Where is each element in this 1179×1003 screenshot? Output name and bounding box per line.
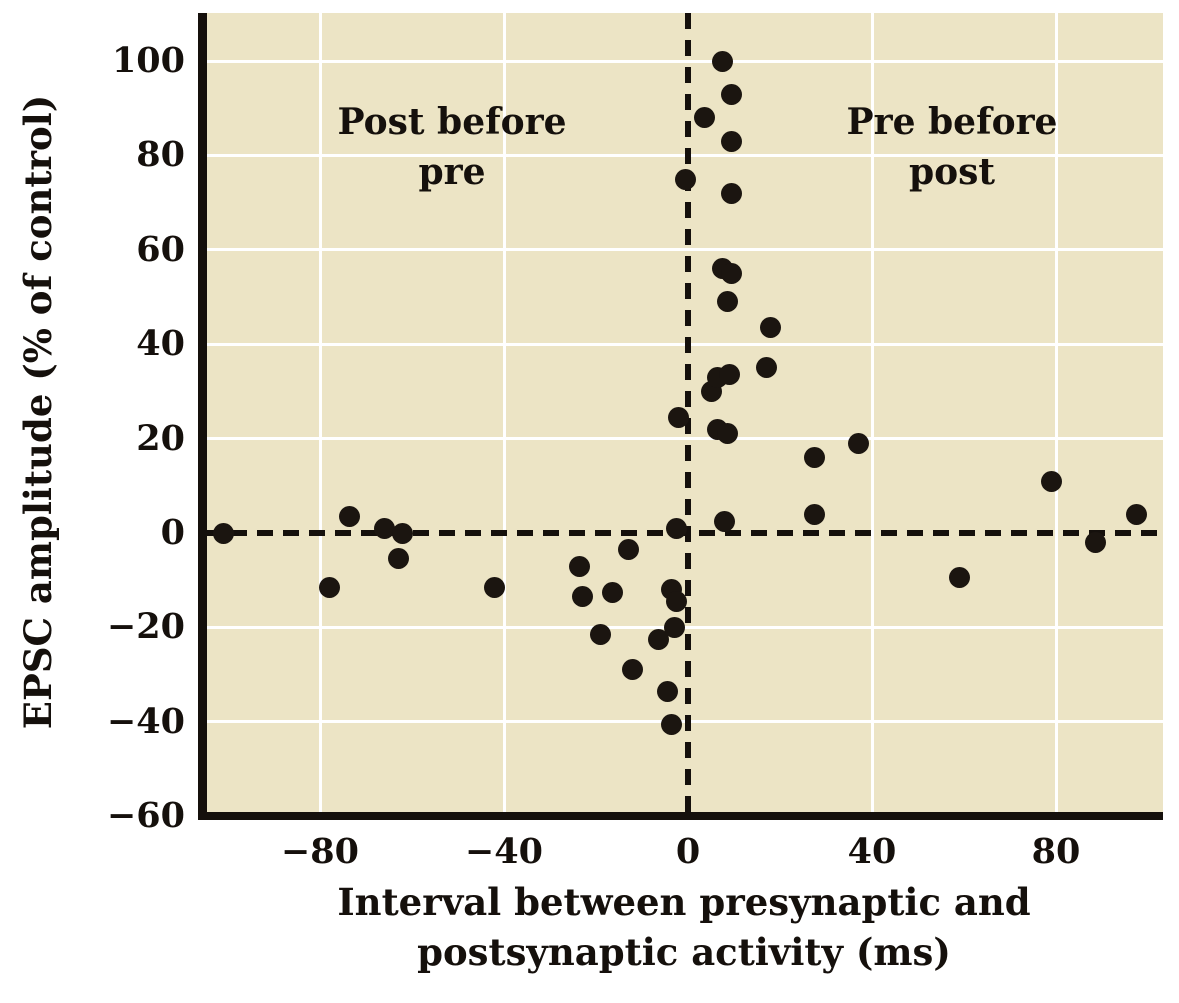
x-tick-label--40: −40	[464, 831, 544, 872]
gridline-y-80	[205, 153, 1163, 157]
x-axis-title-line: Interval between presynaptic and	[337, 880, 1031, 924]
data-point	[339, 505, 361, 527]
data-point	[721, 182, 743, 204]
gridline-y--40	[205, 720, 1163, 724]
x-tick-label-0: 0	[675, 831, 701, 872]
data-point	[760, 317, 782, 339]
x-tick-label--80: −80	[280, 831, 360, 872]
annotation-line: Pre before	[846, 101, 1058, 143]
data-point	[571, 586, 593, 608]
data-point	[212, 522, 234, 544]
y-tick-label-100: 100	[111, 40, 185, 81]
gridline-y-40	[205, 342, 1163, 346]
data-point	[392, 522, 414, 544]
y-tick-label-60: 60	[136, 228, 185, 270]
data-point	[721, 130, 743, 152]
data-point	[590, 623, 612, 645]
data-point	[668, 406, 690, 428]
data-point	[675, 168, 697, 190]
data-point	[601, 581, 623, 603]
data-point	[617, 539, 639, 561]
gridline-y-60	[205, 248, 1163, 252]
annotation-line: post	[908, 150, 996, 193]
y-axis-line	[198, 13, 207, 820]
data-point	[1084, 531, 1106, 553]
gridline-x-80	[1054, 13, 1058, 812]
data-point	[847, 432, 869, 454]
data-point	[1126, 503, 1147, 525]
data-point	[716, 423, 738, 445]
annotation-line: Post before	[337, 101, 567, 143]
x-tick-label-40: 40	[847, 831, 897, 872]
data-point	[484, 576, 506, 598]
y-tick-label-80: 80	[136, 134, 185, 176]
data-point	[693, 107, 715, 129]
y-tick-label--60: −60	[106, 795, 185, 837]
gridline-x--80	[318, 13, 322, 812]
data-point	[755, 357, 777, 379]
data-point	[948, 567, 970, 589]
gridline-y-100	[205, 59, 1163, 63]
data-point	[661, 713, 683, 735]
x-tick-label-80: 80	[1031, 831, 1081, 872]
data-point	[718, 364, 740, 386]
annotation-pre-before-post: Pre before post	[847, 98, 1058, 197]
x-axis-title-line: postsynaptic activity (ms)	[417, 929, 951, 974]
data-point	[804, 503, 825, 525]
gridline-y-20	[205, 437, 1163, 441]
data-point	[666, 517, 687, 539]
data-point	[663, 616, 685, 638]
data-point	[712, 50, 733, 72]
data-point	[318, 576, 340, 598]
data-point	[656, 680, 678, 702]
gridline-x--40	[502, 13, 506, 812]
data-point	[647, 628, 669, 650]
y-tick-label-40: 40	[136, 323, 185, 365]
data-point	[622, 659, 644, 681]
y-tick-label--20: −20	[106, 606, 185, 648]
annotation-post-before-pre: Post before pre	[338, 98, 567, 197]
data-point	[666, 590, 687, 612]
data-point	[387, 548, 409, 570]
y-tick-label--40: −40	[106, 700, 185, 742]
data-point	[569, 555, 591, 577]
y-tick-label-20: 20	[136, 417, 185, 459]
data-point	[721, 83, 743, 105]
x-axis-title: Interval between presynaptic and postsyn…	[205, 878, 1163, 978]
x-axis-line	[198, 812, 1163, 820]
gridline-x-40	[870, 13, 874, 812]
data-point	[721, 262, 743, 284]
data-point	[1040, 470, 1062, 492]
data-point	[804, 446, 825, 468]
data-point	[373, 517, 395, 539]
data-point	[714, 510, 736, 532]
y-axis-title: EPSC amplitude (% of control)	[16, 94, 60, 730]
annotation-line: pre	[418, 150, 486, 193]
y-tick-label-0: 0	[160, 512, 185, 553]
data-point	[716, 291, 738, 313]
